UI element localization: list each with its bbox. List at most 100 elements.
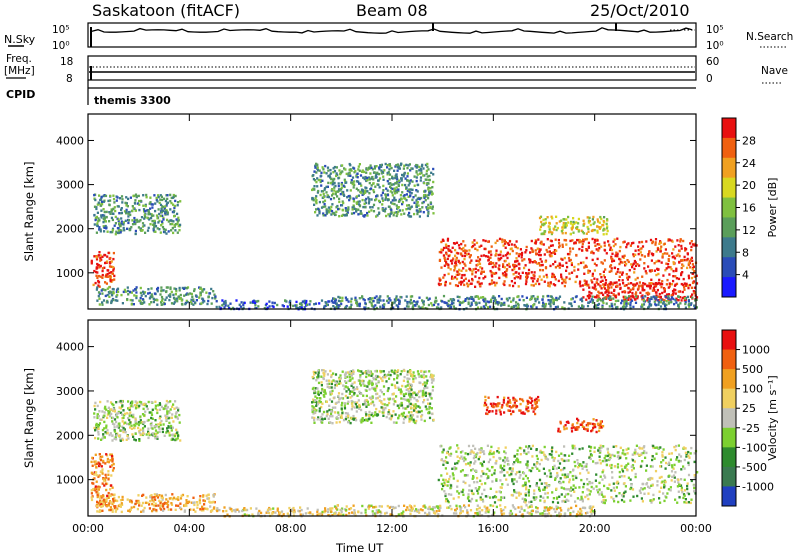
data-cell — [633, 259, 636, 263]
data-cell — [301, 513, 304, 516]
data-cell — [584, 238, 587, 241]
data-cell — [163, 507, 166, 511]
data-cell — [313, 411, 316, 414]
data-cell — [162, 509, 165, 512]
data-cell — [103, 219, 106, 222]
data-cell — [167, 426, 170, 429]
data-cell — [513, 265, 516, 269]
data-cell — [97, 424, 100, 427]
data-cell — [101, 301, 104, 304]
data-cell — [588, 216, 591, 219]
data-cell — [554, 238, 557, 241]
data-cell — [406, 172, 409, 175]
data-cell — [113, 274, 116, 278]
data-cell — [103, 407, 106, 410]
data-cell — [391, 194, 394, 197]
data-cell — [675, 277, 679, 280]
data-cell — [312, 174, 315, 177]
data-cell — [358, 404, 361, 408]
data-cell — [343, 405, 346, 408]
data-cell — [101, 200, 104, 203]
data-cell — [372, 190, 376, 194]
data-cell — [347, 388, 350, 391]
data-cell — [408, 418, 411, 421]
data-cell — [428, 392, 431, 396]
data-cell — [590, 229, 593, 232]
data-cell — [455, 258, 458, 261]
data-cell — [531, 305, 534, 309]
data-cell — [506, 256, 509, 260]
data-cell — [139, 219, 142, 222]
data-cell — [337, 207, 340, 211]
data-cell — [169, 400, 172, 403]
data-cell — [541, 223, 544, 226]
data-cell — [210, 501, 214, 504]
data-cell — [659, 295, 662, 299]
data-cell — [355, 419, 358, 422]
data-cell — [447, 272, 450, 276]
data-cell — [318, 397, 321, 400]
data-cell — [135, 294, 138, 298]
data-cell — [603, 276, 606, 279]
data-cell — [354, 296, 357, 299]
data-cell — [313, 170, 316, 173]
data-cell — [203, 507, 206, 510]
data-cell — [210, 302, 213, 305]
data-cell — [98, 462, 101, 465]
data-cell — [176, 300, 179, 303]
data-cell — [597, 290, 600, 293]
data-cell — [601, 305, 604, 309]
data-cell — [513, 281, 516, 285]
data-cell — [272, 305, 275, 309]
data-cell — [369, 371, 372, 374]
data-cell — [348, 173, 351, 176]
data-cell — [147, 209, 150, 212]
data-cell — [440, 266, 443, 269]
data-cell — [141, 222, 145, 225]
data-cell — [166, 218, 169, 222]
data-cell — [632, 296, 635, 299]
data-cell — [108, 286, 111, 289]
data-cell — [368, 410, 371, 414]
data-cell — [115, 414, 118, 418]
data-cell — [410, 384, 413, 387]
data-cell — [339, 382, 342, 385]
data-cell — [670, 296, 674, 299]
data-cell — [422, 167, 425, 170]
data-cell — [555, 215, 558, 218]
data-cell — [164, 298, 167, 301]
data-cell — [105, 488, 108, 492]
data-cell — [300, 508, 303, 512]
data-cell — [368, 300, 371, 304]
data-cell — [107, 494, 110, 498]
data-cell — [487, 240, 490, 243]
freq-right-tick-top: 60 — [706, 56, 719, 68]
data-cell — [331, 203, 334, 206]
data-cell — [549, 230, 552, 234]
data-cell — [625, 302, 628, 305]
data-cell — [147, 432, 150, 435]
data-cell — [121, 198, 124, 201]
data-cell — [405, 208, 408, 211]
data-cell — [339, 300, 342, 303]
data-cell — [675, 269, 678, 272]
data-cell — [408, 377, 411, 381]
data-cell — [112, 251, 115, 255]
data-cell — [611, 283, 615, 286]
data-cell — [634, 284, 637, 287]
data-cell — [393, 199, 396, 202]
data-cell — [282, 513, 285, 516]
data-cell — [458, 303, 461, 307]
data-cell — [659, 250, 662, 253]
data-cell — [641, 275, 644, 278]
data-cell — [337, 382, 340, 385]
data-cell — [648, 282, 651, 285]
data-cell — [595, 264, 598, 267]
data-cell — [322, 200, 325, 204]
data-cell — [600, 217, 603, 221]
data-cell — [370, 413, 373, 417]
data-cell — [686, 295, 689, 299]
data-cell — [407, 411, 411, 414]
data-cell — [378, 186, 381, 189]
data-cell — [234, 510, 237, 513]
